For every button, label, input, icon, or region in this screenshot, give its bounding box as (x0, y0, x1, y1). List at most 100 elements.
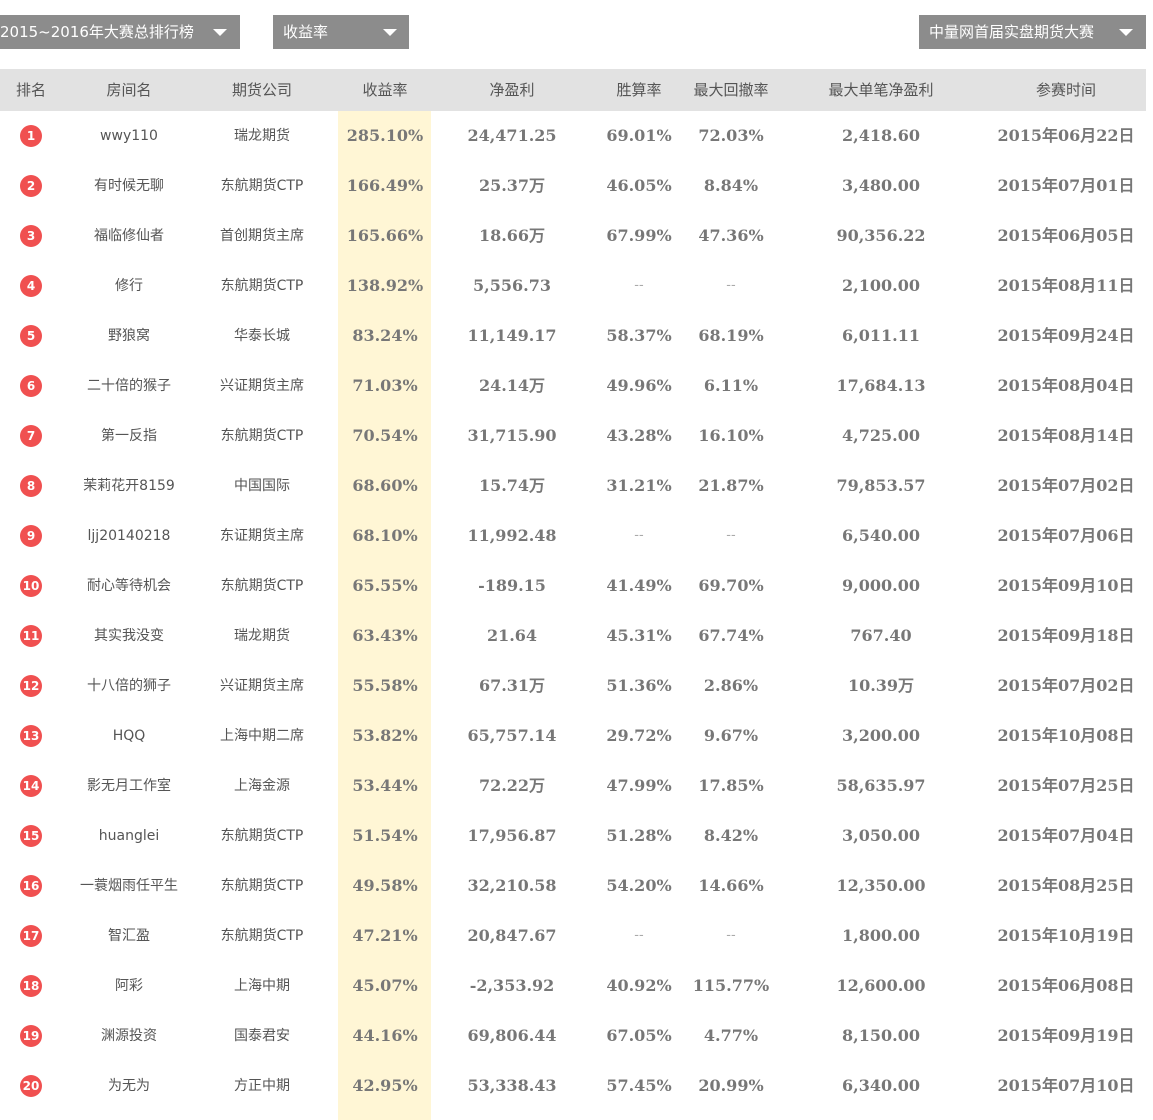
table-row[interactable]: 11 其实我没变 瑞龙期货 63.43% 21.64 45.31% 67.74%… (0, 611, 1146, 661)
rank-badge: 20 (20, 1075, 42, 1097)
contest-dropdown[interactable]: 中量网首届实盘期货大赛 (919, 15, 1146, 49)
column-header-profit[interactable]: 净盈利 (489, 81, 535, 99)
date-cell: 2015年10月19日 (997, 926, 1135, 945)
table-row[interactable]: 18 阿彩 上海中期 45.07% -2,353.92 40.92% 115.7… (0, 961, 1146, 1011)
table-row[interactable]: 3 福临修仙者 首创期货主席 165.66% 18.66万 67.99% 47.… (0, 211, 1146, 261)
yield-cell: 55.58% (352, 676, 418, 695)
room-name-link[interactable]: 耐心等待机会 (87, 578, 171, 594)
profit-cell: 24.14万 (478, 376, 546, 395)
yield-cell: 166.49% (346, 176, 424, 195)
table-row[interactable]: 20 为无为 方正中期 42.95% 53,338.43 57.45% 20.9… (0, 1061, 1146, 1111)
win-rate-cell: 67.99% (606, 226, 672, 245)
profit-cell: -189.15 (478, 576, 546, 595)
max-single-cell: 4,725.00 (842, 426, 920, 445)
room-name-link[interactable]: 野狼窝 (108, 328, 150, 344)
room-name-link[interactable]: 渊源投资 (101, 1028, 157, 1044)
room-name-link[interactable]: 一蓑烟雨任平生 (80, 878, 178, 894)
table-row[interactable]: 5 野狼窝 华泰长城 83.24% 11,149.17 58.37% 68.19… (0, 311, 1146, 361)
table-row[interactable]: 4 修行 东航期货CTP 138.92% 5,556.73 -- -- 2,10… (0, 261, 1146, 311)
room-name-link[interactable]: 阿彩 (115, 978, 143, 994)
room-name-link[interactable]: 十八倍的狮子 (87, 678, 171, 694)
table-header: 排名 房间名 期货公司 收益率 净盈利 胜算率 最大回撤率 最大单笔净盈利 参赛… (0, 69, 1146, 111)
column-header-rank[interactable]: 排名 (15, 81, 47, 99)
table-row[interactable]: 7 第一反指 东航期货CTP 70.54% 31,715.90 43.28% 1… (0, 411, 1146, 461)
rank-badge: 17 (20, 925, 42, 947)
metric-dropdown[interactable]: 收益率 (273, 15, 409, 49)
yield-cell: 165.66% (346, 226, 424, 245)
column-header-win-rate[interactable]: 胜算率 (616, 81, 662, 99)
profit-cell: 17,956.87 (467, 826, 557, 845)
room-name-link[interactable]: 其实我没变 (94, 628, 164, 644)
room-name-link[interactable]: huanglei (98, 828, 160, 844)
yield-cell: 49.58% (352, 876, 418, 895)
rank-badge: 9 (20, 525, 42, 547)
column-header-date[interactable]: 参赛时间 (1035, 81, 1097, 99)
max-single-cell: 1,800.00 (842, 926, 920, 945)
yield-column-highlight (338, 111, 431, 1120)
date-cell: 2015年08月25日 (997, 876, 1135, 895)
drawdown-cell: 6.11% (703, 376, 759, 395)
column-header-yield[interactable]: 收益率 (362, 81, 408, 99)
table-row[interactable]: 17 智汇盈 东航期货CTP 47.21% 20,847.67 -- -- 1,… (0, 911, 1146, 961)
period-dropdown[interactable]: 2015~2016年大赛总排行榜 (0, 15, 240, 49)
room-name-link[interactable]: 智汇盈 (108, 928, 150, 944)
yield-cell: 51.54% (352, 826, 418, 845)
yield-cell: 71.03% (352, 376, 418, 395)
date-cell: 2015年09月10日 (997, 576, 1135, 595)
table-row[interactable]: 13 HQQ 上海中期二席 53.82% 65,757.14 29.72% 9.… (0, 711, 1146, 761)
profit-cell: 53,338.43 (467, 1076, 557, 1095)
contest-dropdown-label: 中量网首届实盘期货大赛 (929, 23, 1095, 41)
table-row[interactable]: 19 渊源投资 国泰君安 44.16% 69,806.44 67.05% 4.7… (0, 1011, 1146, 1061)
table-row[interactable]: 16 一蓑烟雨任平生 东航期货CTP 49.58% 32,210.58 54.2… (0, 861, 1146, 911)
room-name-link[interactable]: HQQ (112, 728, 146, 744)
date-cell: 2015年08月14日 (997, 426, 1135, 445)
table-row[interactable]: 12 十八倍的狮子 兴证期货主席 55.58% 67.31万 51.36% 2.… (0, 661, 1146, 711)
rank-badge: 11 (20, 625, 42, 647)
rank-badge: 2 (20, 175, 42, 197)
company-cell: 华泰长城 (234, 328, 290, 344)
table-row[interactable]: 2 有时候无聊 东航期货CTP 166.49% 25.37万 46.05% 8.… (0, 161, 1146, 211)
max-single-cell: 10.39万 (847, 676, 915, 695)
date-cell: 2015年07月06日 (997, 526, 1135, 545)
company-cell: 东航期货CTP (220, 878, 304, 894)
room-name-link[interactable]: 第一反指 (101, 428, 157, 444)
chevron-down-icon (1119, 29, 1133, 36)
room-name-link[interactable]: 有时候无聊 (94, 178, 164, 194)
yield-cell: 63.43% (352, 626, 418, 645)
table-row[interactable]: 1 wwy110 瑞龙期货 285.10% 24,471.25 69.01% 7… (0, 111, 1146, 161)
table-row[interactable]: 14 影无月工作室 上海金源 53.44% 72.22万 47.99% 17.8… (0, 761, 1146, 811)
drawdown-cell: 69.70% (698, 576, 764, 595)
yield-cell: 65.55% (352, 576, 418, 595)
column-header-max-single[interactable]: 最大单笔净盈利 (828, 81, 934, 99)
room-name-link[interactable]: 影无月工作室 (87, 778, 171, 794)
max-single-cell: 90,356.22 (836, 226, 926, 245)
drawdown-cell: 68.19% (698, 326, 764, 345)
win-rate-cell: 57.45% (606, 1076, 672, 1095)
column-header-room[interactable]: 房间名 (106, 81, 152, 99)
room-name-link[interactable]: 二十倍的猴子 (87, 378, 171, 394)
room-name-link[interactable]: 茉莉花开8159 (83, 478, 175, 494)
table-row[interactable]: 6 二十倍的猴子 兴证期货主席 71.03% 24.14万 49.96% 6.1… (0, 361, 1146, 411)
column-header-company[interactable]: 期货公司 (231, 81, 293, 99)
profit-cell: 11,149.17 (467, 326, 557, 345)
rank-badge: 14 (20, 775, 42, 797)
table-row[interactable]: 9 ljj20140218 东证期货主席 68.10% 11,992.48 --… (0, 511, 1146, 561)
table-row[interactable]: 10 耐心等待机会 东航期货CTP 65.55% -189.15 41.49% … (0, 561, 1146, 611)
room-name-link[interactable]: wwy110 (100, 128, 158, 144)
drawdown-cell: 17.85% (698, 776, 764, 795)
win-rate-cell: -- (634, 278, 644, 293)
rank-badge: 7 (20, 425, 42, 447)
win-rate-cell: 69.01% (606, 126, 672, 145)
table-row[interactable]: 15 huanglei 东航期货CTP 51.54% 17,956.87 51.… (0, 811, 1146, 861)
room-name-link[interactable]: 福临修仙者 (94, 228, 164, 244)
date-cell: 2015年07月25日 (997, 776, 1135, 795)
room-name-link[interactable]: 修行 (115, 278, 143, 294)
win-rate-cell: 41.49% (606, 576, 672, 595)
table-row[interactable]: 8 茉莉花开8159 中国国际 68.60% 15.74万 31.21% 21.… (0, 461, 1146, 511)
company-cell: 兴证期货主席 (220, 678, 304, 694)
drawdown-cell: 2.86% (703, 676, 759, 695)
room-name-link[interactable]: ljj20140218 (87, 528, 171, 544)
room-name-link[interactable]: 为无为 (108, 1078, 150, 1094)
date-cell: 2015年09月24日 (997, 326, 1135, 345)
column-header-drawdown[interactable]: 最大回撤率 (693, 81, 769, 99)
